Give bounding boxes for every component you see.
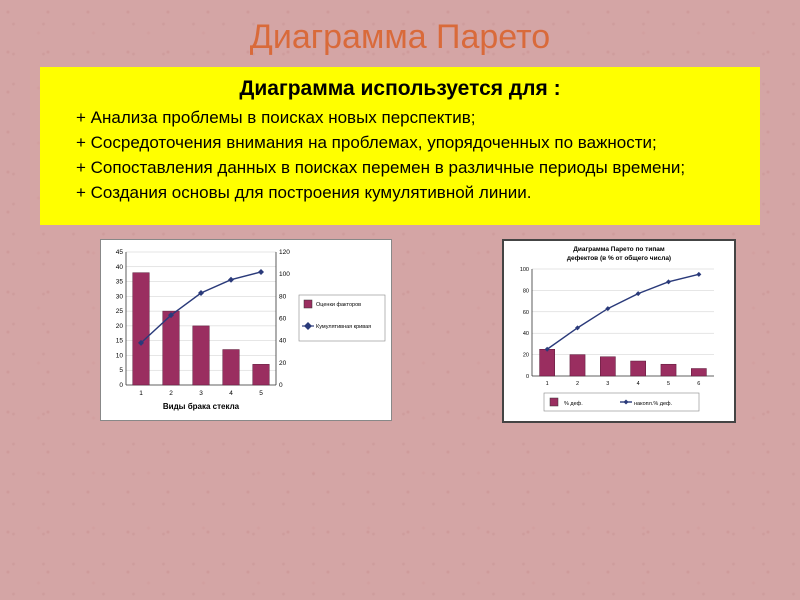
svg-text:60: 60 [523,310,529,316]
svg-text:30: 30 [116,293,124,300]
svg-text:80: 80 [523,288,529,294]
svg-text:5: 5 [259,390,263,397]
svg-text:Виды брака стекла: Виды брака стекла [163,402,240,411]
svg-text:20: 20 [116,323,124,330]
pareto-chart-left: 05101520253035404502040608010012012345Ви… [100,239,392,421]
svg-text:Диаграмма Парето по типам: Диаграмма Парето по типам [573,246,665,253]
description-item: + Создания основы для построения кумулят… [58,182,742,205]
description-item: + Анализа проблемы в поисках новых персп… [58,107,742,130]
svg-text:20: 20 [523,352,529,358]
svg-text:1: 1 [139,390,143,397]
charts-row: 05101520253035404502040608010012012345Ви… [0,225,800,423]
svg-text:Кумулятивная кривая: Кумулятивная кривая [316,324,371,330]
svg-text:4: 4 [229,390,233,397]
svg-text:дефектов (в % от общего числа): дефектов (в % от общего числа) [567,254,671,262]
svg-text:20: 20 [279,360,287,367]
page-title: Диаграмма Парето [0,0,800,67]
svg-text:4: 4 [637,381,640,387]
svg-text:35: 35 [116,278,124,285]
svg-text:2: 2 [576,381,579,387]
svg-text:5: 5 [119,367,123,374]
svg-text:6: 6 [697,381,700,387]
description-item: + Сосредоточения внимания на проблемах, … [58,132,742,155]
svg-text:Оценки факторов: Оценки факторов [316,302,361,308]
svg-text:40: 40 [279,337,287,344]
description-box: Диаграмма используется для : + Анализа п… [40,67,760,225]
svg-text:100: 100 [520,267,529,273]
svg-text:120: 120 [279,249,290,256]
svg-text:1: 1 [546,381,549,387]
svg-text:25: 25 [116,308,124,315]
svg-text:45: 45 [116,249,124,256]
svg-text:3: 3 [199,390,203,397]
svg-text:80: 80 [279,293,287,300]
svg-text:60: 60 [279,315,287,322]
svg-text:0: 0 [526,374,529,380]
svg-text:% деф.: % деф. [564,401,583,407]
svg-text:10: 10 [116,352,124,359]
svg-text:15: 15 [116,337,124,344]
description-item: + Сопоставления данных в поисках перемен… [58,157,742,180]
svg-text:0: 0 [119,382,123,389]
pareto-chart-right: Диаграмма Парето по типамдефектов (в % о… [502,239,736,423]
svg-text:2: 2 [169,390,173,397]
svg-text:100: 100 [279,271,290,278]
svg-text:40: 40 [523,331,529,337]
svg-text:40: 40 [116,264,124,271]
svg-text:0: 0 [279,382,283,389]
svg-text:накопл.% деф.: накопл.% деф. [634,401,673,407]
svg-text:5: 5 [667,381,670,387]
svg-text:3: 3 [606,381,609,387]
description-heading: Диаграмма используется для : [58,77,742,101]
